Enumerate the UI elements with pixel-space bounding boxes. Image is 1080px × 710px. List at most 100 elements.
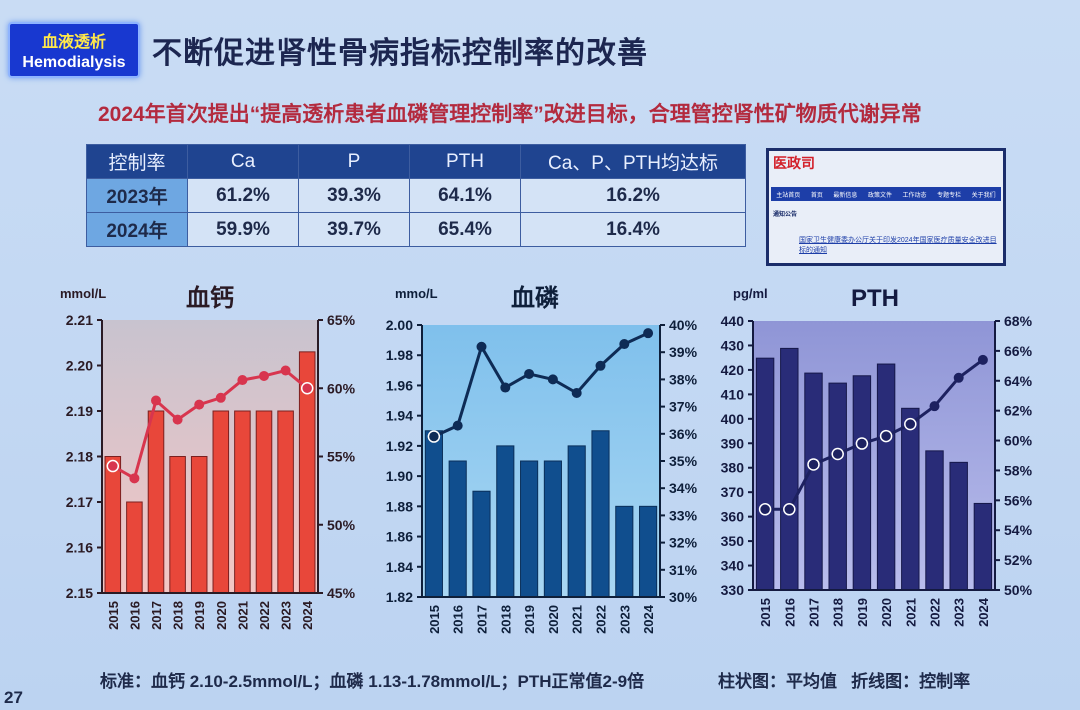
bar [901, 407, 920, 591]
page-number: 27 [4, 688, 23, 707]
y2-tick-label: 60% [1004, 433, 1033, 449]
standard-note: 标准：血钙 2.10-2.5mmol/L；血磷 1.13-1.78mmol/L；… [100, 672, 645, 691]
rate-point [172, 414, 183, 425]
doc-nav-item: 关于我们 [971, 192, 996, 199]
y2-tick-label: 50% [1004, 582, 1033, 598]
x-tick-label: 2021 [903, 598, 918, 627]
table-cell: 61.2% [187, 178, 299, 213]
bar [543, 460, 562, 598]
table-cell: 39.3% [298, 178, 410, 213]
table-cell: 16.2% [520, 178, 746, 213]
y-tick-label: 420 [721, 362, 745, 378]
y-tick-label: 430 [721, 337, 745, 353]
y2-tick-label: 58% [1004, 462, 1033, 478]
doc-nav-item: 最新信息 [833, 192, 858, 199]
y2-tick-label: 30% [669, 589, 698, 605]
table-cell: 59.9% [187, 212, 299, 247]
table-row: 2024年 59.9% 39.7% 65.4% 16.4% [86, 212, 746, 247]
bar [234, 410, 251, 594]
table-row: 2023年 61.2% 39.3% 64.1% 16.2% [86, 178, 746, 213]
row-label: 2023年 [86, 178, 188, 213]
x-tick-label: 2022 [257, 601, 272, 630]
rate-point [855, 437, 869, 450]
bar [925, 450, 944, 591]
doc-logo: 医政司 [773, 155, 815, 171]
y2-tick-label: 54% [1004, 522, 1033, 538]
control-rate-table: 控制率 Ca P PTH Ca、P、PTH均达标 2023年 61.2% 39.… [86, 144, 746, 247]
x-tick-label: 2016 [127, 601, 142, 630]
rate-point [427, 430, 441, 443]
bar [639, 505, 658, 598]
header-cell: P [298, 144, 410, 179]
header-cell: PTH [409, 144, 521, 179]
bar [190, 456, 208, 594]
y-tick-label: 440 [721, 313, 745, 329]
bar [169, 456, 186, 594]
bar [973, 502, 993, 591]
y2-tick-label: 55% [327, 449, 356, 465]
bar [567, 445, 586, 598]
badge-cn: 血液透析 [41, 34, 106, 51]
y-tick-label: 400 [721, 411, 745, 427]
rate-point [452, 420, 463, 431]
bar [755, 357, 775, 591]
header-cell: 控制率 [86, 144, 188, 179]
doc-nav: 主站首页 首页 最新信息 政策文件 工作动态 专题专栏 关于我们 [771, 187, 1001, 201]
y-axis-unit: mmol/L [60, 286, 106, 301]
subtitle: 2024年首次提出“提高透析患者血磷管理控制率”改进目标，合理管控肾性矿物质代谢… [98, 103, 922, 126]
bar [104, 456, 122, 594]
badge-en: Hemodialysis [22, 54, 126, 71]
x-tick-label: 2018 [171, 601, 186, 630]
y2-tick-label: 37% [669, 399, 698, 415]
rate-point [807, 458, 820, 471]
y-tick-label: 340 [721, 558, 745, 574]
doc-section: 通知公告 [773, 212, 798, 218]
x-tick-label: 2022 [928, 598, 943, 627]
y-tick-label: 2.17 [66, 494, 93, 510]
y2-tick-label: 39% [669, 344, 698, 360]
row-label: 2024年 [86, 212, 188, 247]
bar [448, 460, 467, 598]
rate-point [259, 370, 269, 381]
x-tick-label: 2021 [570, 605, 585, 634]
table-cell: 16.4% [520, 212, 746, 247]
chart-title: 血磷 [511, 284, 559, 312]
table-cell: 64.1% [409, 178, 521, 213]
y2-tick-label: 52% [1004, 552, 1033, 568]
bar [126, 501, 143, 594]
x-tick-label: 2018 [831, 598, 846, 627]
doc-nav-item: 政策文件 [867, 192, 892, 199]
x-tick-label: 2023 [617, 605, 632, 634]
bar [780, 347, 799, 591]
doc-nav-item: 主站首页 [776, 192, 801, 199]
doc-nav-item: 首页 [810, 192, 823, 199]
header-cell: Ca、P、PTH均达标 [520, 144, 746, 179]
phosphorus-chart: 血磷 mmo/L 1.82 1.84 1.86 1.88 1.90 1.92 1.94 1.96 1… [386, 284, 698, 634]
y-tick-label: 2.15 [66, 585, 93, 601]
bar [147, 410, 165, 594]
x-tick-label: 2020 [214, 601, 229, 630]
x-tick-label: 2015 [427, 605, 442, 634]
x-tick-label: 2023 [279, 601, 294, 630]
x-tick-label: 2020 [546, 605, 561, 634]
x-tick-label: 2024 [976, 597, 991, 627]
y-tick-label: 350 [721, 533, 745, 549]
rate-point [237, 375, 248, 386]
x-tick-label: 2019 [522, 605, 537, 634]
pth-chart: PTH pg/ml 330 340 350 360 370 380 390 400 410 420 43… [721, 285, 1033, 627]
y-tick-label: 1.92 [386, 438, 413, 454]
x-tick-label: 2021 [235, 601, 250, 630]
bar [255, 410, 273, 594]
rate-point [500, 382, 511, 393]
bar [496, 445, 515, 598]
rate-line [112, 368, 309, 481]
x-tick-label: 2023 [952, 598, 967, 627]
y2-tick-label: 32% [669, 535, 698, 551]
header-cell: Ca [187, 144, 299, 179]
y-tick-label: 2.21 [66, 312, 93, 328]
bar [424, 430, 443, 598]
rate-point [215, 392, 226, 403]
chart-title: PTH [851, 285, 899, 312]
rate-point [831, 447, 844, 461]
rate-point [879, 429, 893, 443]
